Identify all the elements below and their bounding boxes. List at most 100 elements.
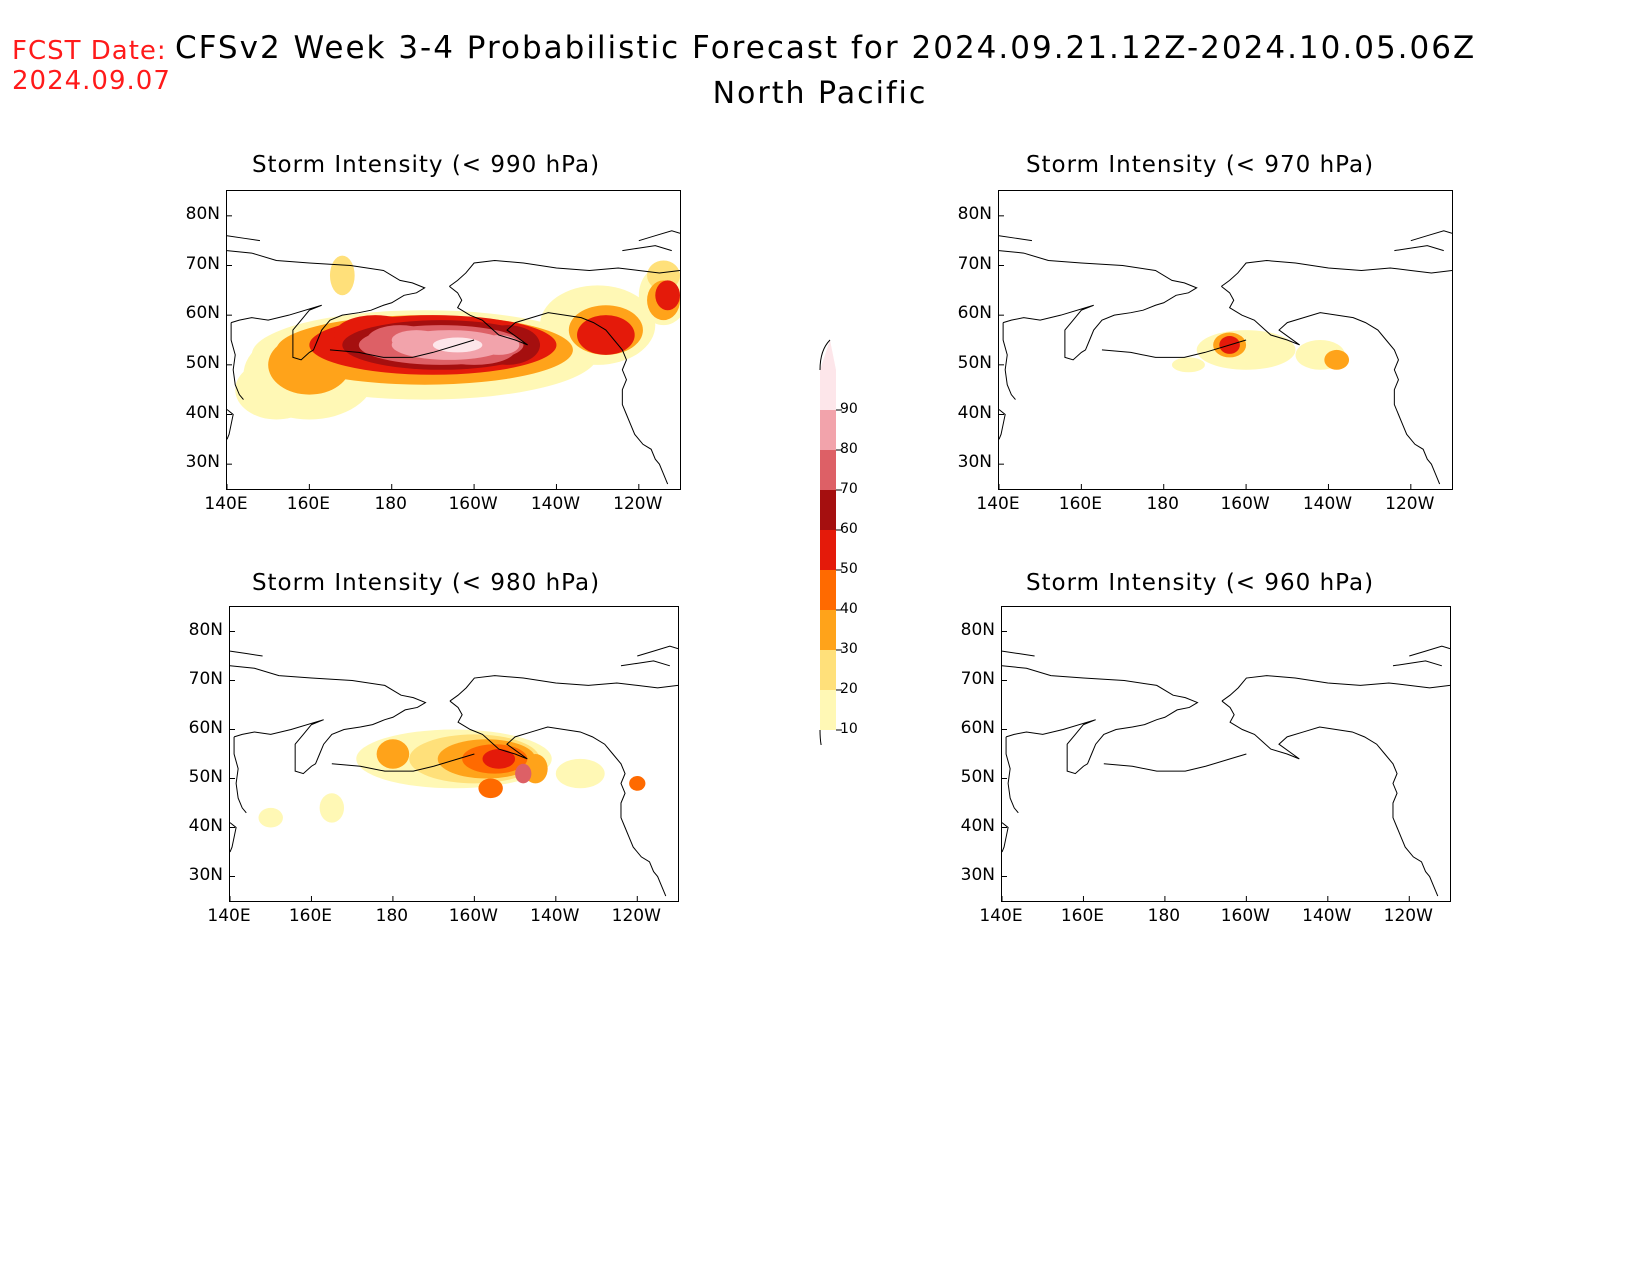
probability-area <box>391 330 442 350</box>
probability-area <box>515 763 532 784</box>
coastline <box>638 230 680 242</box>
map-canvas <box>227 215 680 489</box>
coastline <box>449 285 669 485</box>
probability-area <box>478 335 520 355</box>
colorbar-outline <box>819 339 831 371</box>
lon-label: 180 <box>374 494 407 514</box>
colorbar-segment <box>820 690 836 730</box>
probability-area <box>629 776 646 791</box>
coastline <box>230 322 244 400</box>
panel-title-980: Storm Intensity (< 980 hPa) <box>251 570 601 596</box>
lat-label: 80N <box>957 203 992 224</box>
lon-label: 140W <box>530 906 580 926</box>
map-panel-990hpa <box>226 190 681 490</box>
colorbar-segment <box>820 450 836 490</box>
coastline <box>1005 736 1019 814</box>
lat-label: 70N <box>957 253 992 274</box>
colorbar-label: 30 <box>840 641 858 657</box>
map-panel-970hpa <box>998 190 1453 490</box>
coastline <box>329 339 475 358</box>
colorbar-label: 50 <box>840 561 858 577</box>
probability-area <box>258 807 283 828</box>
colorbar-cap-top <box>820 340 836 370</box>
lon-label: 160W <box>448 906 498 926</box>
lat-label: 40N <box>960 815 995 836</box>
panel-title-990: Storm Intensity (< 990 hPa) <box>251 152 601 178</box>
lat-label: 40N <box>185 402 220 423</box>
coastline <box>1392 660 1442 667</box>
coastline <box>620 660 670 667</box>
lon-label: 140W <box>1302 494 1353 514</box>
lon-label: 180 <box>1147 906 1181 926</box>
lon-label: 140W <box>1302 906 1352 926</box>
lat-label: 50N <box>960 766 995 787</box>
lon-label: 140E <box>204 494 248 514</box>
coastline <box>230 650 263 657</box>
coastline <box>999 235 1033 242</box>
probability-area <box>555 758 605 789</box>
coastline <box>1103 753 1247 772</box>
colorbar-segment <box>820 490 836 530</box>
coastline <box>1221 285 1441 485</box>
probability-area <box>1171 357 1205 373</box>
map-panel-980hpa <box>229 606 679 902</box>
colorbar <box>819 339 842 745</box>
colorbar-segment <box>820 650 836 690</box>
lat-label: 80N <box>960 619 995 640</box>
forecast-date-value: 2024.09.07 <box>12 66 171 96</box>
colorbar-label: 10 <box>840 721 858 737</box>
panel-title-960: Storm Intensity (< 960 hPa) <box>1025 570 1375 596</box>
probability-area <box>655 280 680 311</box>
coastline <box>331 753 475 772</box>
panel-title-970: Storm Intensity (< 970 hPa) <box>1025 152 1375 178</box>
coastline <box>1394 245 1444 252</box>
lon-label: 120W <box>611 906 661 926</box>
coastline <box>1101 339 1247 358</box>
lon-label: 120W <box>1385 494 1435 514</box>
coastline <box>449 260 680 287</box>
lat-label: 70N <box>960 668 995 689</box>
coastline <box>1221 675 1450 702</box>
coastline <box>622 245 672 252</box>
probability-area <box>577 315 635 355</box>
forecast-date-block: FCST Date: 2024.09.07 <box>12 36 171 96</box>
lat-label: 80N <box>188 619 223 640</box>
lon-label: 180 <box>375 906 409 926</box>
lat-label: 50N <box>188 766 223 787</box>
colorbar-label: 60 <box>840 521 858 537</box>
probability-area <box>482 749 516 769</box>
coastline <box>230 665 427 775</box>
lat-label: 30N <box>185 452 220 473</box>
map-canvas <box>1002 631 1450 901</box>
coastline <box>999 250 1198 361</box>
lat-label: 40N <box>957 402 992 423</box>
colorbar-segment <box>820 530 836 570</box>
lon-label: 120W <box>1383 906 1433 926</box>
probability-area <box>1324 349 1350 370</box>
coastline <box>449 700 667 897</box>
lat-label: 50N <box>957 352 992 373</box>
lon-label: 160E <box>288 906 333 926</box>
coastline <box>999 409 1006 440</box>
coastline <box>1409 645 1450 657</box>
colorbar-segment <box>820 610 836 650</box>
colorbar-label: 90 <box>840 401 858 417</box>
coastline <box>227 409 234 440</box>
colorbar-segment <box>820 370 836 410</box>
coastline <box>1221 700 1439 897</box>
coastline <box>1002 650 1035 657</box>
lon-label: 140E <box>976 494 1020 514</box>
forecast-date-label: FCST Date: <box>12 36 167 66</box>
lon-label: 180 <box>1146 494 1179 514</box>
map-canvas <box>999 215 1452 489</box>
lon-label: 140E <box>979 906 1023 926</box>
lon-label: 160E <box>1058 494 1102 514</box>
coastline <box>1221 260 1452 287</box>
colorbar-segment <box>820 570 836 610</box>
probability-area <box>319 793 345 823</box>
map-canvas <box>230 631 678 901</box>
lon-label: 160E <box>286 494 330 514</box>
coastline <box>637 645 678 657</box>
map-panel-960hpa <box>1001 606 1451 902</box>
lon-label: 140W <box>530 494 581 514</box>
